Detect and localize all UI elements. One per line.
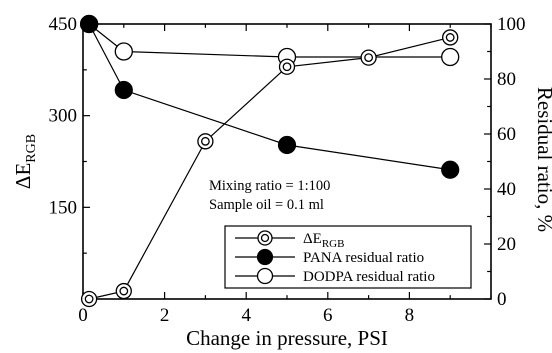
marker-ring (441, 47, 460, 67)
legend-label-main: ΔE (303, 231, 322, 247)
x-axis-title: Change in pressure, PSI (186, 326, 388, 350)
right-y-tick-label: 80 (497, 69, 516, 90)
data-point (115, 282, 132, 300)
legend-marker (256, 248, 274, 266)
marker-ring (256, 267, 274, 285)
left-y-tick-label: 300 (49, 106, 78, 127)
marker-ring-inner (445, 33, 455, 42)
x-tick-label: 0 (78, 305, 88, 326)
legend-label-main: PANA residual ratio (303, 250, 424, 266)
data-point (441, 160, 460, 179)
marker-ring-inner (200, 136, 210, 146)
data-point (360, 49, 377, 66)
data-point (197, 133, 214, 150)
legend-label: PANA residual ratio (303, 250, 424, 266)
marker-disc (114, 80, 133, 100)
marker-disc (277, 135, 297, 155)
series-0 (80, 29, 459, 308)
legend-item: DODPA residual ratio (235, 267, 435, 285)
legend-marker (257, 230, 273, 246)
data-point (80, 290, 98, 308)
left-y-tick-label: 150 (49, 197, 78, 218)
x-tick-label: 4 (241, 305, 251, 326)
marker-ring-inner (260, 233, 270, 243)
series-1 (80, 14, 460, 179)
marker-disc (256, 248, 274, 266)
data-point (114, 42, 133, 61)
right-y-tick-label: 60 (497, 124, 516, 145)
left-y-axis-title: ΔERGB (11, 134, 39, 189)
legend-label: ΔERGB (303, 231, 344, 250)
series-line (88, 23, 451, 58)
right-y-tick-label: 0 (497, 289, 507, 310)
left-y-axis-title-main: ΔE (11, 163, 35, 189)
annotation-mixing-ratio: Mixing ratio = 1:100 (209, 178, 330, 194)
annotation-sample-oil: Sample oil = 0.1 ml (209, 197, 324, 213)
right-y-axis-title: Residual ratio, % (533, 87, 552, 232)
left-y-axis-title-subscript: RGB (24, 134, 39, 163)
data-point (80, 14, 99, 34)
marker-ring-inner (282, 62, 292, 72)
series (79, 14, 460, 308)
tick-labels: 0 2 4 6 8 150 300 450 0 20 40 60 80 100 (49, 14, 526, 326)
data-point (114, 80, 133, 100)
right-y-tick-label: 20 (497, 234, 516, 255)
marker-ring-inner (84, 294, 94, 304)
marker-disc (80, 14, 99, 34)
x-tick-label: 6 (323, 305, 333, 326)
tick-marks (82, 23, 492, 300)
data-point (441, 47, 460, 67)
x-tick-label: 8 (405, 305, 415, 326)
marker-ring-inner (364, 53, 374, 63)
right-y-tick-label: 100 (497, 14, 526, 35)
legend-label-subscript: RGB (322, 238, 345, 250)
marker-ring-inner (119, 286, 129, 296)
series-line (88, 23, 451, 171)
annotations: Mixing ratio = 1:100 Sample oil = 0.1 ml (209, 178, 330, 213)
legend-item: PANA residual ratio (235, 248, 424, 266)
data-point (442, 29, 459, 46)
data-point (277, 135, 297, 155)
left-y-tick-label: 450 (49, 14, 78, 35)
marker-disc (441, 160, 460, 179)
data-point (278, 58, 296, 75)
legend-item: ΔERGB (235, 230, 344, 250)
series-2 (79, 14, 460, 67)
legend-label: DODPA residual ratio (303, 269, 435, 285)
right-y-tick-label: 40 (497, 179, 516, 200)
legend-label-main: DODPA residual ratio (303, 269, 435, 285)
x-tick-label: 2 (160, 305, 170, 326)
marker-ring (114, 42, 133, 61)
legend-marker (256, 267, 274, 285)
